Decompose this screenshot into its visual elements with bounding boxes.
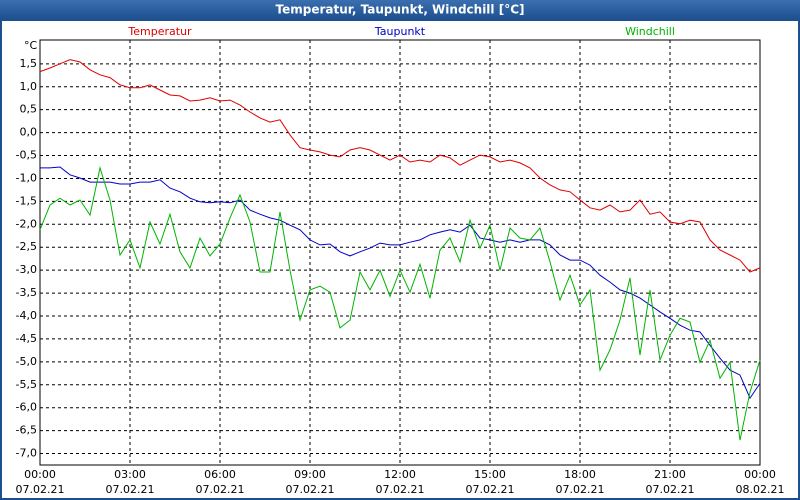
x-tick-date: 07.02.21 bbox=[466, 483, 515, 496]
x-tick-label: 06:00 bbox=[204, 468, 236, 481]
y-tick-label: 0,0 bbox=[20, 126, 38, 139]
x-tick-label: 09:00 bbox=[294, 468, 326, 481]
y-tick-label: -7,0 bbox=[16, 447, 37, 460]
x-tick-date: 07.02.21 bbox=[16, 483, 65, 496]
y-tick-label: 1,5 bbox=[20, 57, 38, 70]
x-tick-label: 15:00 bbox=[474, 468, 506, 481]
x-tick-date: 07.02.21 bbox=[106, 483, 155, 496]
x-tick-date: 07.02.21 bbox=[286, 483, 335, 496]
y-tick-label: -3,0 bbox=[16, 263, 37, 276]
title-bar bbox=[0, 0, 800, 20]
chart-title: Temperatur, Taupunkt, Windchill [°C] bbox=[276, 3, 525, 17]
y-tick-label: -4,5 bbox=[16, 332, 37, 345]
y-tick-label: 0,5 bbox=[20, 103, 38, 116]
x-tick-date: 08.02.21 bbox=[736, 483, 785, 496]
y-tick-label: -6,0 bbox=[16, 401, 37, 414]
series-line bbox=[39, 165, 761, 441]
legend-label: Windchill bbox=[625, 25, 675, 38]
x-tick-label: 00:00 bbox=[24, 468, 56, 481]
x-tick-label: 18:00 bbox=[564, 468, 596, 481]
x-tick-date: 07.02.21 bbox=[556, 483, 605, 496]
y-tick-label: -4,0 bbox=[16, 309, 37, 322]
x-tick-date: 07.02.21 bbox=[646, 483, 695, 496]
x-tick-label: 00:00 bbox=[744, 468, 776, 481]
y-tick-label: -3,5 bbox=[16, 286, 37, 299]
y-tick-label: -2,0 bbox=[16, 217, 37, 230]
x-tick-label: 21:00 bbox=[654, 468, 686, 481]
series-line bbox=[39, 59, 761, 273]
x-tick-label: 03:00 bbox=[114, 468, 146, 481]
x-tick-label: 12:00 bbox=[384, 468, 416, 481]
unit-label: °C bbox=[24, 39, 38, 52]
legend-label: Taupunkt bbox=[374, 25, 426, 38]
series-line bbox=[40, 166, 761, 400]
legend-label: Temperatur bbox=[127, 25, 192, 38]
y-tick-label: -0,5 bbox=[16, 149, 37, 162]
y-tick-label: -2,5 bbox=[16, 240, 37, 253]
x-tick-date: 07.02.21 bbox=[196, 483, 245, 496]
y-tick-label: -5,5 bbox=[16, 378, 37, 391]
y-tick-label: -1,5 bbox=[16, 194, 37, 207]
y-tick-label: 1,0 bbox=[20, 80, 38, 93]
y-tick-label: -5,0 bbox=[16, 355, 37, 368]
y-tick-label: -1,0 bbox=[16, 171, 37, 184]
y-tick-label: -6,5 bbox=[16, 424, 37, 437]
x-tick-date: 07.02.21 bbox=[376, 483, 425, 496]
